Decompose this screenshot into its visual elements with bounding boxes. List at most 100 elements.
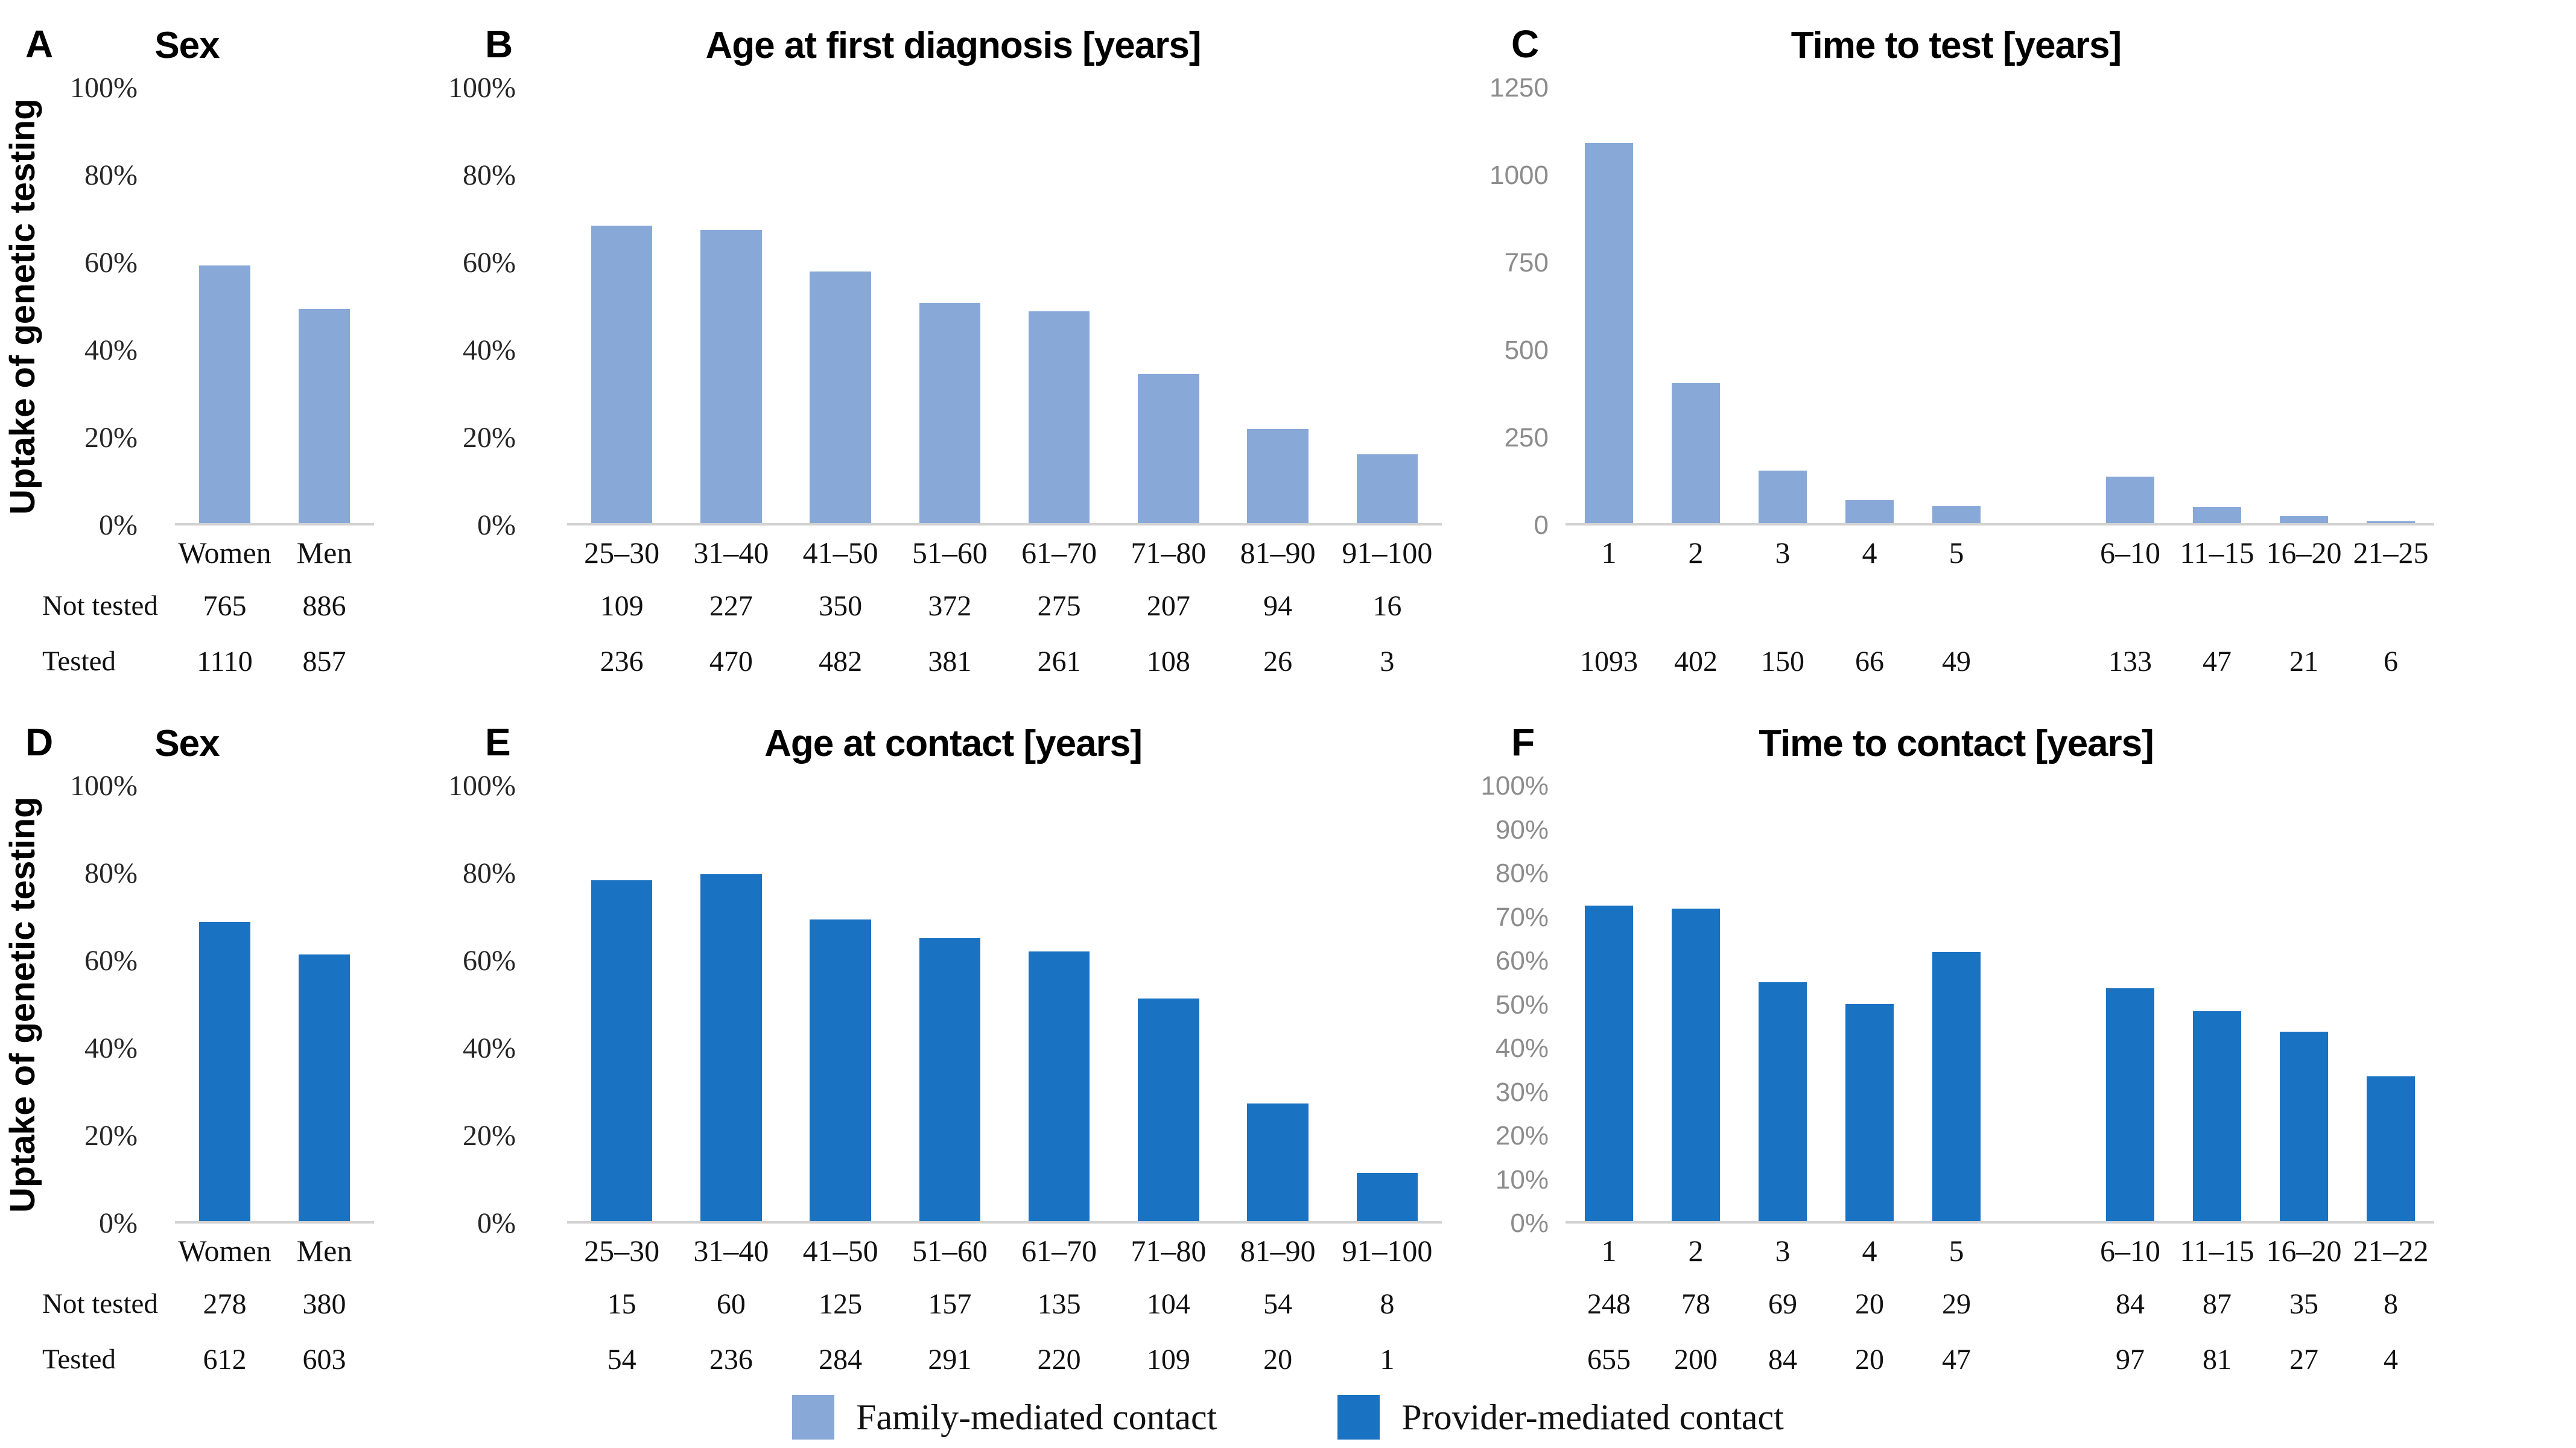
table-value: 6 — [2384, 646, 2398, 678]
table-value: 291 — [928, 1344, 972, 1376]
table-value: 150 — [1761, 646, 1804, 678]
x-category-label: 11–15 — [2180, 1234, 2254, 1268]
panel-header: B Age at first diagnosis [years] — [465, 17, 1478, 88]
bar — [298, 309, 351, 523]
x-category-label: 5 — [1949, 536, 1964, 570]
bar-slot — [2347, 88, 2434, 523]
bar — [591, 225, 653, 523]
x-axis-labels: 25–30 31–40 41–50 51–60 61–70 71–80 81–90 91–10… — [465, 526, 1478, 574]
table-value: 248 — [1587, 1288, 1631, 1320]
table-value: 1 — [1380, 1344, 1395, 1376]
panel-row-bottom: D Sex Uptake of genetic testing 0% 20% 40% 60%… — [0, 715, 2576, 1383]
table-value: 3 — [1380, 646, 1395, 678]
x-category-label: 71–80 — [1131, 536, 1207, 570]
legend-swatch-provider-icon — [1337, 1395, 1380, 1440]
panel-letter: A — [25, 22, 54, 66]
table-row-label: Tested — [42, 646, 116, 677]
bar — [1758, 982, 1807, 1221]
y-tick-label: 20% — [463, 1120, 516, 1152]
x-category-label: 2 — [1688, 1234, 1704, 1268]
bar — [2366, 1076, 2416, 1221]
y-tick-label: 0% — [99, 1207, 138, 1239]
table-row: Tested 612 603 — [0, 1327, 465, 1383]
bar — [1671, 383, 1721, 523]
bar-slot — [2174, 786, 2260, 1221]
y-tick-label: 20% — [463, 422, 516, 454]
bar — [591, 880, 653, 1221]
y-tick-label: 60% — [84, 247, 138, 279]
legend-label-provider: Provider-mediated contact — [1401, 1397, 1784, 1437]
table-value: 20 — [1263, 1344, 1293, 1376]
x-category-label: 6–10 — [2100, 536, 2160, 570]
x-category-label: 71–80 — [1131, 1234, 1207, 1268]
table-value: 104 — [1146, 1288, 1190, 1320]
x-category-label: 91–100 — [1342, 1234, 1433, 1268]
plot-right-pad — [1442, 786, 1478, 1224]
panel-D: D Sex Uptake of genetic testing 0% 20% 40% 60%… — [0, 715, 465, 1383]
bar-slot — [1004, 88, 1114, 523]
y-tick-label: 750 — [1504, 248, 1549, 278]
plot-area — [1566, 88, 2434, 526]
bar — [1932, 506, 1981, 523]
bar-slot — [1913, 786, 2000, 1221]
x-category-label: Women — [178, 1234, 271, 1268]
panel-title: Sex — [154, 25, 220, 66]
chart-area: 0% 10% 20% 30% 40% 50% 60% 70% 80% 90% 100% — [1478, 773, 2576, 1237]
y-tick-label: 80% — [84, 159, 138, 191]
table-value: 350 — [819, 590, 863, 622]
table-value: 603 — [302, 1344, 346, 1376]
bar — [2105, 477, 2155, 523]
table-value: 87 — [2203, 1288, 2232, 1320]
x-axis-labels: 1 2 3 4 5 6–10 11–15 16–20 21–22 — [1478, 1224, 2576, 1272]
bar — [700, 874, 762, 1221]
bar — [810, 271, 871, 523]
x-category-label: 81–90 — [1240, 1234, 1316, 1268]
table-row: 1093 402 150 66 49 133 47 21 6 — [1478, 629, 2576, 685]
panel-C: C Time to test [years] 0 250 500 750 1000 1250 1… — [1478, 17, 2576, 685]
bar — [1247, 1103, 1309, 1221]
table-value: 261 — [1037, 646, 1081, 678]
bar-slot — [2260, 88, 2347, 523]
bar-slot — [1739, 786, 1826, 1221]
bar-slot — [1913, 88, 2000, 523]
bar-slot — [1566, 786, 1652, 1221]
bar-slot — [895, 88, 1004, 523]
bar-slot — [175, 88, 274, 523]
bar-slot — [895, 786, 1004, 1221]
bar — [919, 938, 981, 1221]
table-value: 1093 — [1580, 646, 1638, 678]
panel-letter: C — [1511, 22, 1540, 66]
bar-slot — [2000, 88, 2087, 523]
table-value: 47 — [1942, 1344, 1971, 1376]
table-value: 4 — [2384, 1344, 2398, 1376]
table-value: 66 — [1855, 646, 1884, 678]
table-row: 236 470 482 381 261 108 26 3 — [465, 629, 1478, 685]
bar — [1584, 142, 1634, 523]
table-value: 857 — [302, 646, 346, 678]
x-category-label: 61–70 — [1021, 536, 1097, 570]
panel-header: E Age at contact [years] — [465, 715, 1478, 786]
table-row: 15 60 125 157 135 104 54 8 — [465, 1272, 1478, 1327]
table-value: 15 — [607, 1288, 636, 1320]
bar — [298, 954, 351, 1221]
y-tick-label: 20% — [84, 1120, 138, 1152]
bar-slot — [274, 88, 374, 523]
plot-right-pad — [374, 88, 465, 526]
panel-title: Time to test [years] — [1791, 25, 2122, 66]
y-tick-label: 0% — [1510, 1208, 1549, 1238]
table-value: 94 — [1263, 590, 1293, 622]
bar — [1356, 454, 1418, 523]
y-axis: Uptake of genetic testing 0% 20% 40% 60% 80% 1… — [0, 74, 175, 540]
bar — [1845, 500, 1894, 523]
legend-item-family-mediated: Family-mediated contact — [792, 1395, 1217, 1440]
legend-swatch-family-icon — [792, 1395, 835, 1440]
y-tick-label: 250 — [1504, 423, 1549, 453]
bar — [1758, 471, 1807, 523]
y-tick-label: 40% — [1495, 1034, 1549, 1063]
data-table: Not tested 278 380 Tested 612 603 — [0, 1272, 465, 1383]
table-value: 20 — [1855, 1344, 1884, 1376]
y-axis-title: Uptake of genetic testing — [3, 796, 42, 1213]
bar-slot — [786, 88, 895, 523]
table-value: 108 — [1146, 646, 1190, 678]
y-tick-label: 20% — [84, 422, 138, 454]
